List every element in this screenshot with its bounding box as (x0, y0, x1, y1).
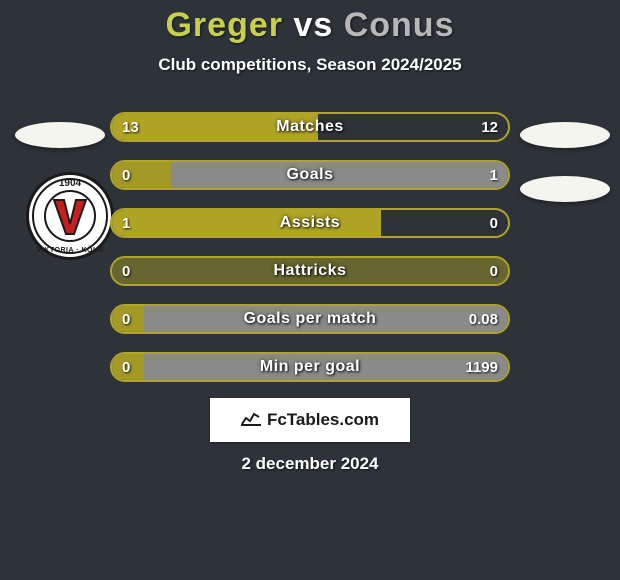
stat-value-right: 0 (490, 258, 498, 284)
player2-club-oval-2 (520, 176, 610, 202)
stat-label: Assists (112, 210, 508, 236)
stat-row: Hattricks0 0 (110, 256, 510, 286)
player2-club-oval-1 (520, 122, 610, 148)
stat-row: Goals0 1 (110, 160, 510, 190)
badge-year: 1904 (26, 178, 114, 189)
stat-value-left: 13 (122, 114, 139, 140)
stat-value-left: 0 (122, 354, 130, 380)
chart-icon (241, 410, 261, 431)
stat-row: Matches13 12 (110, 112, 510, 142)
date-text: 2 december 2024 (0, 454, 620, 474)
stat-row: Min per goal0 1199 (110, 352, 510, 382)
title: Greger vs Conus (0, 0, 620, 45)
vs-text: vs (293, 6, 333, 44)
stat-value-right: 12 (481, 114, 498, 140)
badge-center (44, 190, 96, 242)
stat-label: Matches (112, 114, 508, 140)
player1-club-oval (15, 122, 105, 148)
badge-club-name: VIKTORIA · KÖLN (26, 247, 114, 254)
stat-value-right: 0.08 (469, 306, 498, 332)
subtitle: Club competitions, Season 2024/2025 (0, 55, 620, 75)
stat-value-right: 0 (490, 210, 498, 236)
attribution-text: FcTables.com (267, 410, 379, 430)
badge-v-icon (46, 192, 94, 240)
stat-row: Assists1 0 (110, 208, 510, 238)
player1-club-badge: 1904 VIKTORIA · KÖLN (26, 172, 114, 260)
stat-value-left: 0 (122, 162, 130, 188)
player2-name: Conus (344, 6, 455, 44)
stat-value-left: 0 (122, 258, 130, 284)
content: Greger vs Conus Club competitions, Seaso… (0, 0, 620, 580)
stat-value-right: 1 (490, 162, 498, 188)
stat-label: Min per goal (112, 354, 508, 380)
stat-value-right: 1199 (465, 354, 498, 380)
stat-value-left: 1 (122, 210, 130, 236)
stat-label: Hattricks (112, 258, 508, 284)
stat-value-left: 0 (122, 306, 130, 332)
attribution-box[interactable]: FcTables.com (210, 398, 410, 442)
player1-name: Greger (165, 6, 283, 44)
stat-label: Goals per match (112, 306, 508, 332)
stat-row: Goals per match0 0.08 (110, 304, 510, 334)
stats-chart: Matches1312Goals01Assists10Hattricks00Go… (110, 112, 510, 400)
stat-label: Goals (112, 162, 508, 188)
